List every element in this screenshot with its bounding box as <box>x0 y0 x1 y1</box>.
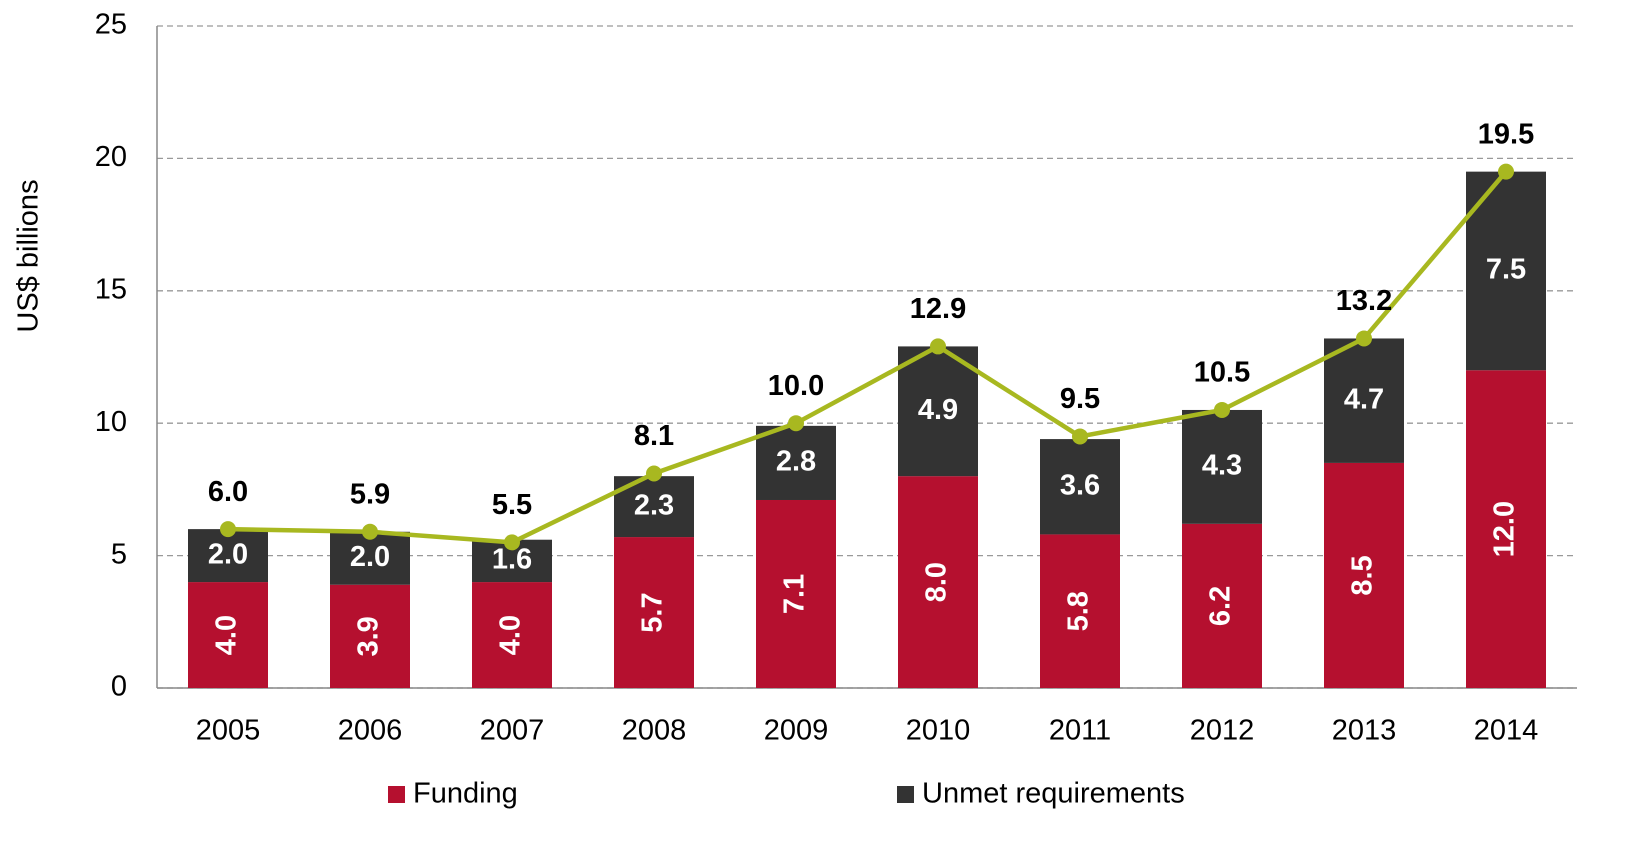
x-tick-label: 2007 <box>480 715 545 747</box>
line-point <box>930 338 946 355</box>
bar-segment <box>1182 523 1262 688</box>
data-label: 4.0 <box>211 615 243 655</box>
line-label: 10.5 <box>1194 357 1250 389</box>
line-point <box>220 521 236 538</box>
line-label: 5.9 <box>350 478 390 510</box>
line-label: 6.0 <box>208 476 248 508</box>
y-tick-label: 15 <box>95 273 127 305</box>
x-tick-label: 2012 <box>1190 715 1255 747</box>
line-label: 5.5 <box>492 489 532 521</box>
x-tick-label: 2006 <box>338 715 403 747</box>
data-label: 8.5 <box>1347 555 1379 595</box>
data-label: 8.0 <box>921 562 953 602</box>
line-point <box>1498 163 1514 180</box>
bar-segment <box>188 529 268 583</box>
line-point <box>504 534 520 551</box>
line-label: 19.5 <box>1478 118 1534 150</box>
data-label: 6.2 <box>1205 586 1237 626</box>
y-axis-label: US$ billions <box>13 179 45 332</box>
data-label: 5.7 <box>637 592 669 632</box>
y-tick-label: 25 <box>95 9 127 41</box>
line-point <box>362 523 378 540</box>
line-label: 12.9 <box>910 293 966 325</box>
data-label: 5.8 <box>1063 591 1095 631</box>
line-label: 13.2 <box>1336 285 1392 317</box>
bar-segment <box>330 584 410 688</box>
data-label: 2.0 <box>350 541 390 573</box>
x-tick-label: 2008 <box>622 715 687 747</box>
line-point <box>1072 428 1088 445</box>
bar-segment <box>898 346 978 477</box>
line-point <box>788 415 804 432</box>
bar-segment <box>756 499 836 688</box>
data-label: 7.5 <box>1486 254 1526 286</box>
line-point <box>646 465 662 482</box>
bar-segment <box>1324 462 1404 688</box>
bar-segment <box>1324 338 1404 463</box>
line <box>227 170 1508 545</box>
legend-swatch <box>388 786 405 803</box>
data-label: 4.7 <box>1344 383 1384 415</box>
data-label: 3.9 <box>353 616 385 656</box>
data-label: 4.9 <box>918 394 958 426</box>
data-label: 2.0 <box>208 538 248 570</box>
data-label: 4.3 <box>1202 450 1242 482</box>
data-label: 12.0 <box>1489 501 1521 557</box>
data-label: 3.6 <box>1060 469 1100 501</box>
x-tick-label: 2011 <box>1049 715 1111 747</box>
bar-segment <box>188 582 268 688</box>
line-label: 8.1 <box>634 420 674 452</box>
legend-swatch <box>897 786 914 803</box>
y-tick-label: 20 <box>95 141 127 173</box>
x-tick-label: 2013 <box>1332 715 1397 747</box>
bar-segment <box>1040 534 1120 688</box>
line-point <box>1356 330 1372 347</box>
x-tick-label: 2010 <box>906 715 971 747</box>
y-tick-label: 5 <box>111 538 127 570</box>
x-tick-label: 2009 <box>764 715 829 747</box>
x-tick-label: 2014 <box>1474 715 1539 747</box>
line-label: 9.5 <box>1060 383 1100 415</box>
data-label: 4.0 <box>495 615 527 655</box>
line-label: 10.0 <box>768 370 824 402</box>
legend-label: Funding <box>413 778 518 810</box>
legend-label: Unmet requirements <box>922 778 1185 810</box>
data-label: 2.3 <box>634 489 674 521</box>
bar-segment <box>898 476 978 688</box>
data-label: 2.8 <box>776 446 816 478</box>
bar-segment <box>1040 439 1120 535</box>
data-label: 7.1 <box>779 574 811 614</box>
bar-segment <box>472 582 552 688</box>
bar-segment <box>1182 409 1262 524</box>
bar-segment <box>756 425 836 500</box>
bar-segment <box>330 531 410 585</box>
y-tick-label: 0 <box>111 671 127 703</box>
x-tick-label: 2005 <box>196 715 261 747</box>
line-point <box>1214 401 1230 418</box>
y-tick-label: 10 <box>95 406 127 438</box>
bar-segment <box>614 537 694 688</box>
bar-segment <box>1466 370 1546 688</box>
